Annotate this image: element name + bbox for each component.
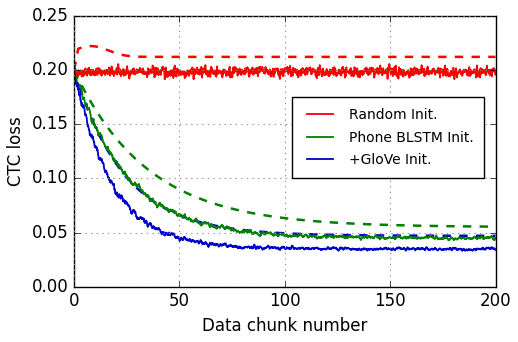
Phone BLSTM Init.: [445, 238, 451, 242]
Random Init.: [386, 62, 392, 66]
Random Init.: [71, 69, 77, 73]
Phone BLSTM Init.: [493, 236, 499, 240]
Random Init.: [493, 73, 499, 77]
Line: Random Init.: Random Init.: [74, 64, 496, 79]
+GloVe Init.: [462, 249, 468, 253]
Random Init.: [480, 71, 486, 75]
Random Init.: [162, 77, 168, 81]
Phone BLSTM Init.: [403, 236, 409, 240]
Random Init.: [265, 70, 271, 74]
Random Init.: [276, 70, 282, 75]
+GloVe Init.: [493, 248, 499, 252]
X-axis label: Data chunk number: Data chunk number: [202, 317, 367, 336]
+GloVe Init.: [92, 145, 98, 149]
Phone BLSTM Init.: [480, 236, 486, 240]
Random Init.: [403, 71, 409, 75]
Line: Phone BLSTM Init.: Phone BLSTM Init.: [74, 75, 496, 240]
Phone BLSTM Init.: [71, 73, 77, 77]
Phone BLSTM Init.: [265, 231, 271, 235]
Phone BLSTM Init.: [276, 233, 282, 237]
Legend: Random Init., Phone BLSTM Init., +GloVe Init.: Random Init., Phone BLSTM Init., +GloVe …: [292, 97, 484, 178]
+GloVe Init.: [276, 247, 282, 251]
Phone BLSTM Init.: [92, 124, 98, 129]
Random Init.: [481, 69, 487, 73]
+GloVe Init.: [480, 247, 486, 251]
Line: +GloVe Init.: +GloVe Init.: [74, 74, 496, 251]
+GloVe Init.: [480, 246, 486, 250]
Y-axis label: CTC loss: CTC loss: [7, 116, 25, 186]
Random Init.: [92, 72, 98, 76]
+GloVe Init.: [71, 72, 77, 76]
+GloVe Init.: [265, 244, 271, 248]
Phone BLSTM Init.: [480, 237, 486, 241]
+GloVe Init.: [403, 248, 409, 252]
